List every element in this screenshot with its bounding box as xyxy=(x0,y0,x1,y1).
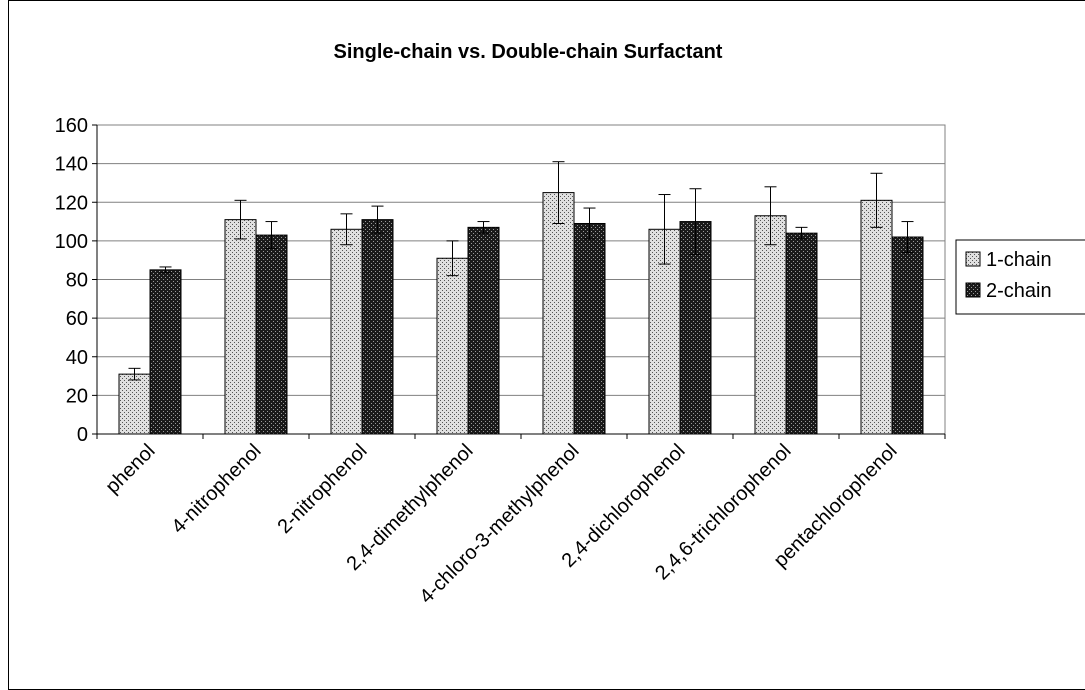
bar-1-chain xyxy=(224,219,257,435)
x-tick-label: phenol xyxy=(102,440,160,498)
y-tick-label: 140 xyxy=(55,154,88,176)
y-tick-label: 120 xyxy=(55,192,88,214)
legend: 1-chain 2-chain xyxy=(955,239,1085,315)
bar-1-chain xyxy=(330,228,363,435)
y-axis: 0 20 40 60 80 100 120 140 160 xyxy=(55,115,98,446)
bar-1-chain xyxy=(118,373,151,435)
bar-2-chain xyxy=(891,236,924,435)
y-tick-label: 60 xyxy=(66,308,88,330)
gridlines xyxy=(96,124,946,435)
bar-1-chain xyxy=(542,192,575,435)
legend-label: 2-chain xyxy=(986,280,1052,302)
y-tick-label: 100 xyxy=(55,231,88,253)
bar-2-chain xyxy=(785,232,818,435)
bar-1-chain xyxy=(436,257,469,435)
bar-2-chain xyxy=(149,269,182,435)
x-axis: phenol 4-nitrophenol 2-nitrophenol2,4-dime… xyxy=(96,433,946,608)
y-tick-label: 160 xyxy=(55,115,88,137)
bar-2-chain xyxy=(361,219,394,435)
bars xyxy=(118,161,924,435)
legend-swatch xyxy=(965,251,981,267)
y-tick-label: 20 xyxy=(66,385,88,407)
x-tick-label: 2-nitrophenol xyxy=(273,440,371,538)
legend-label: 1-chain xyxy=(986,249,1052,271)
bar-2-chain xyxy=(467,226,500,435)
bar-2-chain xyxy=(255,234,288,435)
y-tick-label: 80 xyxy=(66,270,88,292)
y-tick-label: 40 xyxy=(66,347,88,369)
bar-1-chain xyxy=(754,215,787,435)
bar-2-chain xyxy=(573,222,606,435)
bar-1-chain xyxy=(860,199,893,435)
x-tick-label: 4-nitrophenol xyxy=(167,440,265,538)
chart-title: Single-chain vs. Double-chain Surfactant xyxy=(334,41,723,63)
y-tick-label: 0 xyxy=(77,424,88,446)
legend-swatch xyxy=(965,282,981,298)
